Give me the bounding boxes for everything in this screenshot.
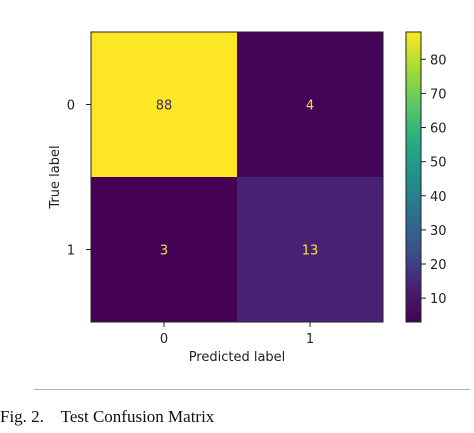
colorbar-tick-label: 20 [430,258,447,273]
colorbar: 10 20 30 40 50 60 70 80 [405,31,447,323]
heatmap-cells [91,32,383,322]
colorbar-tick-label: 80 [430,53,447,68]
heatmap-cell-1-0 [91,177,237,322]
colorbar-tick-label: 50 [430,156,447,171]
cell-labels: 88 4 3 13 [156,99,319,259]
heatmap-cell-0-0 [91,32,237,177]
cell-value-label: 3 [160,244,168,259]
colorbar-tick-label: 60 [430,122,447,137]
colorbar-tick-label: 40 [430,190,447,205]
x-tick-label: 1 [306,332,314,347]
heatmap-cell-0-1 [237,32,383,177]
x-tick-label: 0 [160,332,168,347]
x-axis-label: Predicted label [189,350,286,365]
colorbar-gradient [405,31,422,323]
cell-value-label: 88 [156,99,173,114]
colorbar-ticks: 10 20 30 40 50 60 70 80 [421,53,447,307]
y-tick-label: 0 [67,99,75,114]
y-axis-label: True label [48,145,63,209]
colorbar-tick-label: 30 [430,224,447,239]
cell-value-label: 13 [302,244,319,259]
colorbar-tick-label: 10 [430,292,447,307]
colorbar-tick-label: 70 [430,87,447,102]
caption-divider [34,389,470,390]
y-tick-label: 1 [67,244,75,259]
heatmap-cell-1-1 [237,177,383,322]
y-axis-ticks: 01 [67,99,91,259]
plot-frame [90,31,384,323]
figure-caption: Fig. 2. Test Confusion Matrix [0,407,215,426]
cell-value-label: 4 [306,99,314,114]
